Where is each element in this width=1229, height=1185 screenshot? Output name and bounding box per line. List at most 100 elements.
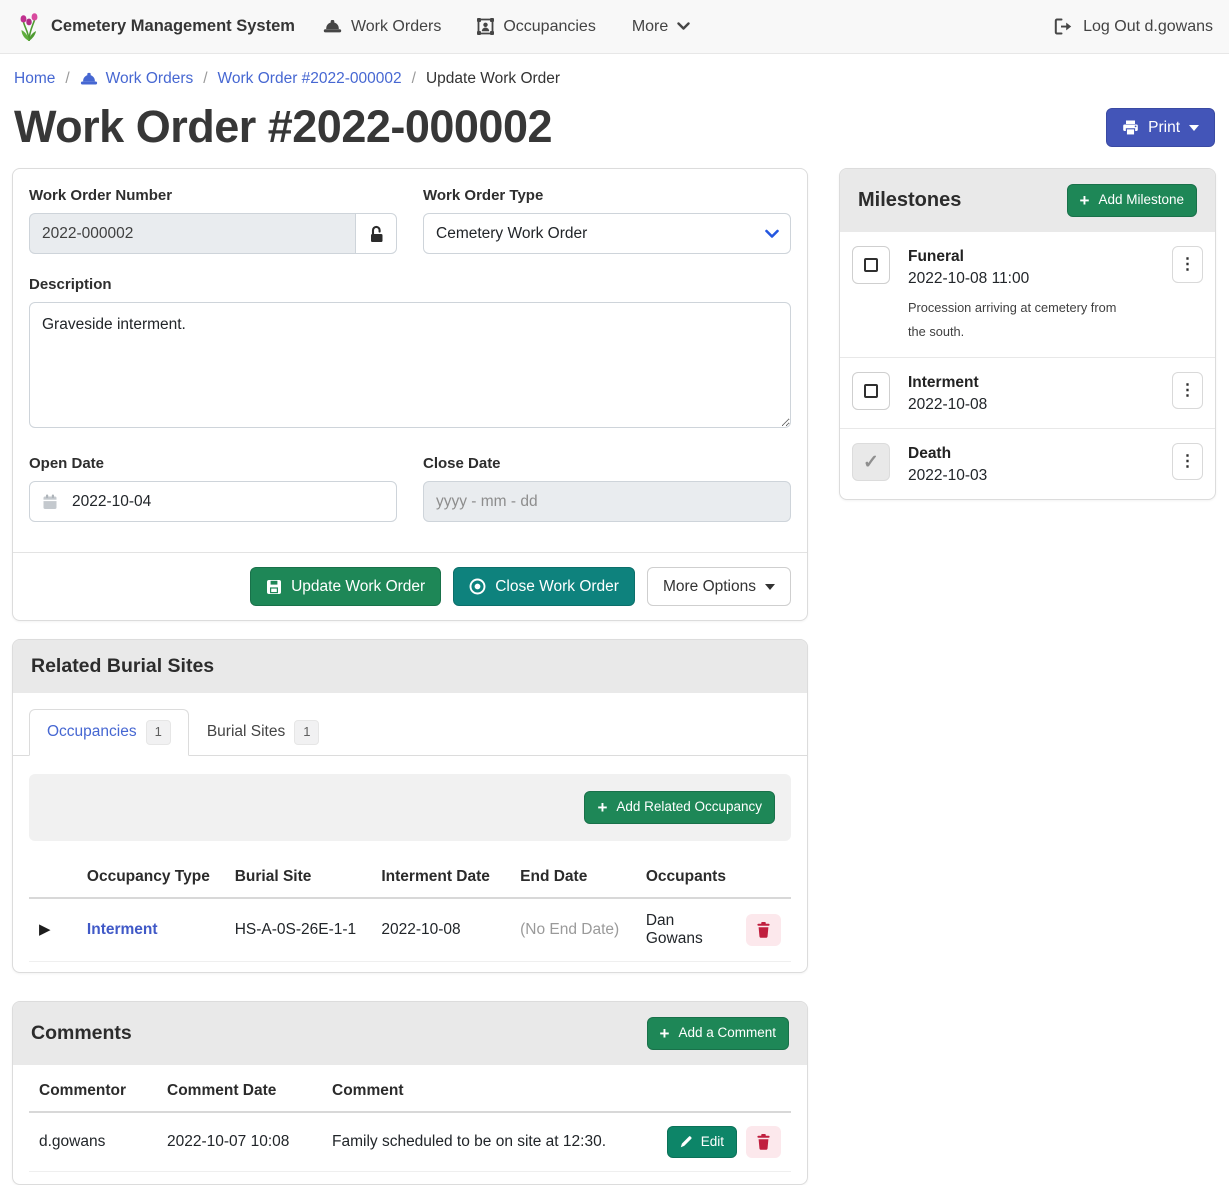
delete-comment-button[interactable]: [746, 1125, 781, 1159]
trash-icon: [757, 921, 770, 938]
unlock-icon: [369, 225, 384, 243]
milestone-item-death: ✓ Death 2022-10-03 ⋮: [840, 429, 1215, 499]
add-milestone-label: Add Milestone: [1098, 192, 1184, 208]
description-textarea[interactable]: Graveside interment.: [29, 302, 791, 428]
unlock-button[interactable]: [355, 213, 397, 254]
occupancy-type-link[interactable]: Interment: [86, 920, 158, 938]
occupant-frame-icon: [477, 18, 495, 35]
commentor-cell: d.gowans: [29, 1111, 157, 1173]
caret-down-icon: [1189, 124, 1199, 131]
nav-items: Work Orders Occupancies More: [323, 18, 690, 36]
column-header: Burial Site: [224, 856, 372, 899]
milestone-date: 2022-10-08: [908, 396, 988, 414]
more-options-label: More Options: [662, 578, 756, 595]
nav-more-label: More: [631, 17, 669, 35]
app-title: Cemetery Management System: [51, 17, 295, 35]
tab-occupancies-count-badge: 1: [145, 720, 171, 745]
column-header: Occupants: [635, 856, 736, 899]
breadcrumb-separator: /: [411, 70, 416, 87]
breadcrumb-work-orders[interactable]: Work Orders: [80, 70, 193, 88]
add-comment-button[interactable]: + Add a Comment: [646, 1016, 789, 1050]
open-date-input[interactable]: [29, 481, 397, 522]
page-header: Work Order #2022-000002 Print: [0, 94, 1229, 168]
update-work-order-label: Update Work Order: [291, 578, 426, 595]
burial-site-cell: HS-A-0S-26E-1-1: [224, 897, 372, 962]
work-order-number-label: Work Order Number: [29, 187, 173, 204]
check-icon: ✓: [863, 451, 879, 473]
checkbox-square-icon: [864, 258, 878, 272]
expand-row-icon[interactable]: ▶: [39, 921, 51, 939]
close-work-order-label: Close Work Order: [495, 578, 619, 595]
trash-icon: [757, 1134, 770, 1151]
milestone-menu-button[interactable]: ⋮: [1172, 246, 1203, 283]
update-work-order-button[interactable]: Update Work Order: [250, 567, 442, 607]
edit-comment-button[interactable]: Edit: [666, 1125, 737, 1159]
milestone-description: Procession arriving at cemetery from the…: [908, 300, 1117, 339]
description-field-group: Description Graveside interment.: [29, 276, 791, 433]
form-footer: Update Work Order Close Work Order More …: [13, 552, 807, 620]
milestone-body: Funeral 2022-10-08 11:00 Procession arri…: [908, 246, 1154, 343]
app-brand[interactable]: Cemetery Management System: [16, 12, 295, 42]
print-label: Print: [1148, 119, 1180, 136]
column-header: End Date: [510, 856, 636, 899]
comments-table: Commentor Comment Date Comment d.gowans …: [29, 1070, 791, 1173]
nav-more[interactable]: More: [632, 18, 690, 36]
checkbox-square-icon: [864, 384, 878, 399]
occupancies-table-wrap: Occupancy Type Burial Site Interment Dat…: [13, 851, 807, 972]
comments-card: Comments + Add a Comment Commentor Comme…: [12, 1000, 808, 1185]
related-burial-sites-header: Related Burial Sites: [13, 640, 807, 694]
plus-icon: +: [1079, 191, 1090, 210]
close-work-order-button[interactable]: Close Work Order: [453, 567, 635, 607]
milestone-title: Interment: [908, 374, 979, 392]
comment-row: d.gowans 2022-10-07 10:08 Family schedul…: [29, 1111, 791, 1173]
column-header: Comment Date: [157, 1070, 322, 1113]
pencil-icon: [680, 1136, 692, 1148]
breadcrumb-work-order-number[interactable]: Work Order #2022-000002: [217, 70, 402, 87]
nav-work-orders-label: Work Orders: [350, 17, 442, 35]
description-label: Description: [29, 276, 112, 293]
work-order-type-field-group: Work Order Type Cemetery Work Order: [423, 187, 791, 254]
add-comment-label: Add a Comment: [678, 1024, 776, 1040]
tab-burial-sites-count-badge: 1: [294, 720, 320, 745]
occupancies-toolbar: + Add Related Occupancy: [29, 773, 791, 841]
breadcrumb-home[interactable]: Home: [14, 70, 56, 87]
breadcrumb: Home / Work Orders / Work Order #2022-00…: [0, 54, 1229, 94]
milestone-checkbox[interactable]: [852, 246, 890, 284]
plus-icon: +: [659, 1023, 670, 1043]
milestone-menu-button[interactable]: ⋮: [1172, 372, 1203, 410]
tab-burial-sites[interactable]: Burial Sites 1: [189, 709, 338, 755]
milestone-checkbox[interactable]: [852, 372, 890, 411]
add-milestone-button[interactable]: + Add Milestone: [1066, 184, 1197, 217]
delete-occupancy-button[interactable]: [745, 913, 781, 946]
print-button[interactable]: Print: [1106, 108, 1215, 148]
tab-occupancies[interactable]: Occupancies 1: [29, 709, 189, 756]
milestone-checkbox-checked[interactable]: ✓: [852, 443, 890, 482]
edit-comment-label: Edit: [700, 1133, 724, 1149]
right-column: Milestones + Add Milestone Funeral 2022-…: [839, 168, 1216, 501]
work-order-type-select[interactable]: Cemetery Work Order: [423, 213, 791, 254]
milestones-header: Milestones + Add Milestone: [840, 169, 1215, 232]
milestone-item-funeral: Funeral 2022-10-08 11:00 Procession arri…: [840, 232, 1215, 359]
related-tabs: Occupancies 1 Burial Sites 1: [13, 693, 807, 756]
logout-button[interactable]: Log Out d.gowans: [1054, 18, 1213, 36]
interment-date-cell: 2022-10-08: [371, 897, 511, 962]
comment-date-cell: 2022-10-07 10:08: [157, 1111, 322, 1173]
close-date-input: [423, 481, 791, 522]
milestone-title: Death: [908, 445, 952, 463]
open-date-field-group: Open Date: [29, 455, 397, 522]
nav-work-orders[interactable]: Work Orders: [323, 18, 441, 36]
milestones-title: Milestones: [858, 189, 962, 211]
column-header: Interment Date: [371, 856, 511, 899]
more-options-button[interactable]: More Options: [646, 567, 791, 607]
plus-icon: +: [597, 797, 608, 817]
work-order-number-input: [29, 213, 356, 254]
milestone-date: 2022-10-03: [908, 467, 988, 485]
hard-hat-icon: [80, 72, 98, 86]
add-related-occupancy-button[interactable]: + Add Related Occupancy: [584, 790, 775, 824]
stop-circle-icon: [469, 578, 486, 595]
occupancy-row: ▶ Interment HS-A-0S-26E-1-1 2022-10-08 (…: [29, 897, 791, 962]
nav-occupancies[interactable]: Occupancies: [477, 18, 596, 36]
milestones-card: Milestones + Add Milestone Funeral 2022-…: [839, 168, 1216, 501]
milestone-menu-button[interactable]: ⋮: [1172, 443, 1203, 481]
breadcrumb-separator: /: [65, 70, 70, 87]
